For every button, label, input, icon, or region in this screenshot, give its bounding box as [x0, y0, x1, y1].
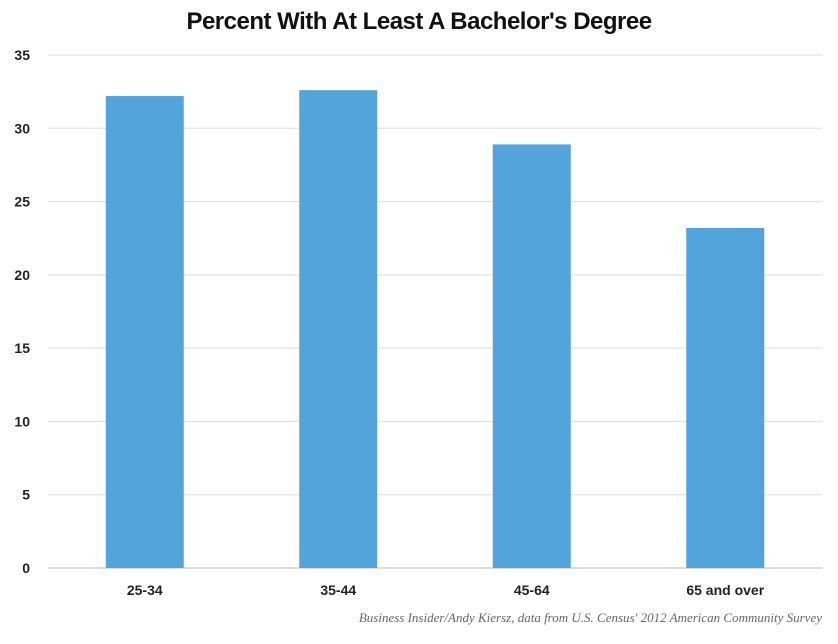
chart-title: Percent With At Least A Bachelor's Degre…: [186, 8, 652, 35]
y-tick-label: 0: [22, 560, 30, 576]
x-category-label: 25-34: [127, 582, 163, 598]
y-tick-label: 25: [14, 194, 30, 210]
x-category-label: 65 and over: [686, 582, 764, 598]
y-tick-label: 15: [14, 340, 30, 356]
y-tick-label: 35: [14, 47, 30, 63]
y-tick-label: 5: [22, 487, 30, 503]
bar-25-34: [105, 96, 184, 568]
source-note: Business Insider/Andy Kiersz, data from …: [358, 610, 822, 625]
bar-65-and-over: [686, 227, 765, 568]
y-tick-label: 30: [14, 120, 30, 136]
x-category-label: 35-44: [320, 582, 356, 598]
bar-35-44: [299, 90, 378, 569]
x-category-label: 45-64: [514, 582, 550, 598]
y-tick-label: 10: [14, 413, 30, 429]
y-tick-label: 20: [14, 267, 30, 283]
bar-45-64: [492, 144, 571, 568]
